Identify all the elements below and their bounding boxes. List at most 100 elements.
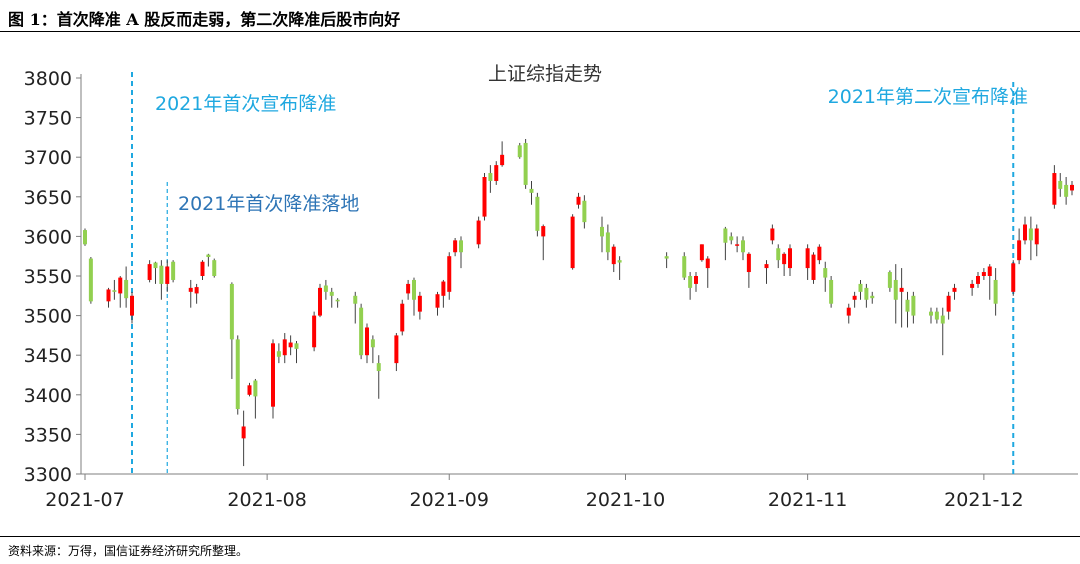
candle-body	[212, 260, 217, 276]
candle-body	[417, 295, 422, 312]
candle	[441, 279, 446, 308]
candle	[1052, 165, 1057, 209]
candle	[852, 291, 857, 308]
candle	[482, 173, 487, 221]
candle	[541, 224, 546, 261]
candle	[359, 303, 364, 360]
candle-body	[206, 254, 211, 257]
candle	[1064, 177, 1069, 205]
candle	[682, 252, 687, 280]
candle	[312, 311, 317, 352]
candle	[729, 232, 734, 245]
candle	[118, 276, 123, 308]
candle-body	[776, 248, 781, 261]
candle	[946, 291, 951, 320]
candle-body	[746, 253, 751, 273]
candle	[212, 258, 217, 278]
candle	[241, 410, 246, 467]
candle-body	[788, 248, 792, 269]
candle-body	[541, 226, 546, 237]
candle-body	[147, 264, 152, 280]
candle	[770, 224, 775, 245]
candle	[788, 244, 792, 276]
candle-body	[400, 303, 405, 332]
candle-body	[282, 339, 287, 356]
candle	[494, 161, 499, 185]
candle	[782, 252, 787, 276]
candle	[993, 268, 998, 316]
candle-body	[235, 339, 240, 410]
top-rule	[0, 31, 1080, 32]
candle	[271, 339, 275, 419]
candlestick-chart: 3300 3350 3400 3450 3500 3550 3600 3650 3700 3750…	[24, 63, 1078, 511]
candle-body	[735, 244, 740, 246]
candle-body	[83, 230, 87, 245]
candle	[970, 279, 975, 296]
chart-title: 上证综指走势	[488, 63, 602, 85]
candle-body	[353, 295, 358, 304]
candle	[952, 283, 957, 300]
candle	[412, 277, 416, 316]
candle	[570, 214, 575, 270]
candle	[147, 260, 152, 283]
candle-body	[294, 343, 299, 349]
candle	[911, 291, 916, 324]
candle	[370, 335, 375, 364]
annotation-lines	[131, 72, 1015, 474]
candle-body	[699, 244, 704, 261]
candle-body	[188, 287, 193, 292]
candle-body	[600, 226, 604, 237]
candle-body	[494, 165, 499, 181]
candle	[353, 291, 358, 324]
candle	[194, 283, 199, 304]
candle-body	[318, 287, 322, 316]
candle	[523, 138, 528, 189]
candle-body	[811, 254, 816, 280]
candle-body	[459, 240, 463, 253]
candle	[83, 228, 87, 246]
annotation-label: 2021年首次降准落地	[178, 193, 359, 215]
candle	[1058, 173, 1063, 197]
y-axis-ticks: 3300 3350 3400 3450 3500 3550 3600 3650 3700 3750…	[24, 68, 81, 486]
candle-body	[376, 363, 381, 372]
candle	[893, 264, 898, 324]
candle-body	[171, 261, 176, 280]
candle	[453, 237, 458, 257]
figure-title: 图 1：首次降准 A 股反而走弱，第二次降准后股市向好	[8, 10, 401, 29]
candle	[694, 272, 698, 292]
candle	[106, 287, 111, 308]
bottom-rule	[0, 536, 1080, 537]
annotation-label: 2021年第二次宣布降准	[828, 86, 1028, 108]
candle-body	[817, 246, 822, 261]
candle-body	[159, 265, 164, 284]
candle	[617, 256, 622, 280]
candle-body	[523, 142, 528, 185]
candle	[447, 252, 452, 300]
candle	[811, 252, 816, 284]
candle-body	[453, 240, 458, 253]
candle	[529, 180, 534, 205]
candle-body	[271, 343, 275, 407]
candle	[376, 355, 381, 399]
candle	[846, 303, 851, 324]
candle-body	[194, 287, 199, 294]
candle-body	[323, 285, 328, 292]
candle-body	[905, 299, 910, 312]
candle-body	[952, 287, 957, 292]
candle-body	[488, 173, 493, 181]
x-tick-label: 2021-10	[586, 489, 665, 511]
candle	[500, 141, 505, 167]
candle-body	[899, 287, 904, 292]
candle	[1017, 228, 1022, 265]
candle-body	[1064, 184, 1069, 197]
candle	[365, 323, 369, 364]
candle-body	[112, 290, 117, 292]
candle-body	[981, 272, 986, 276]
candle-body	[500, 154, 505, 166]
source-note: 资料来源：万得，国信证券经济研究所整理。	[8, 544, 249, 558]
candle	[735, 236, 740, 253]
candle	[1070, 180, 1074, 196]
candle-body	[118, 277, 123, 294]
candle-body	[970, 283, 975, 288]
candle-body	[688, 276, 693, 288]
